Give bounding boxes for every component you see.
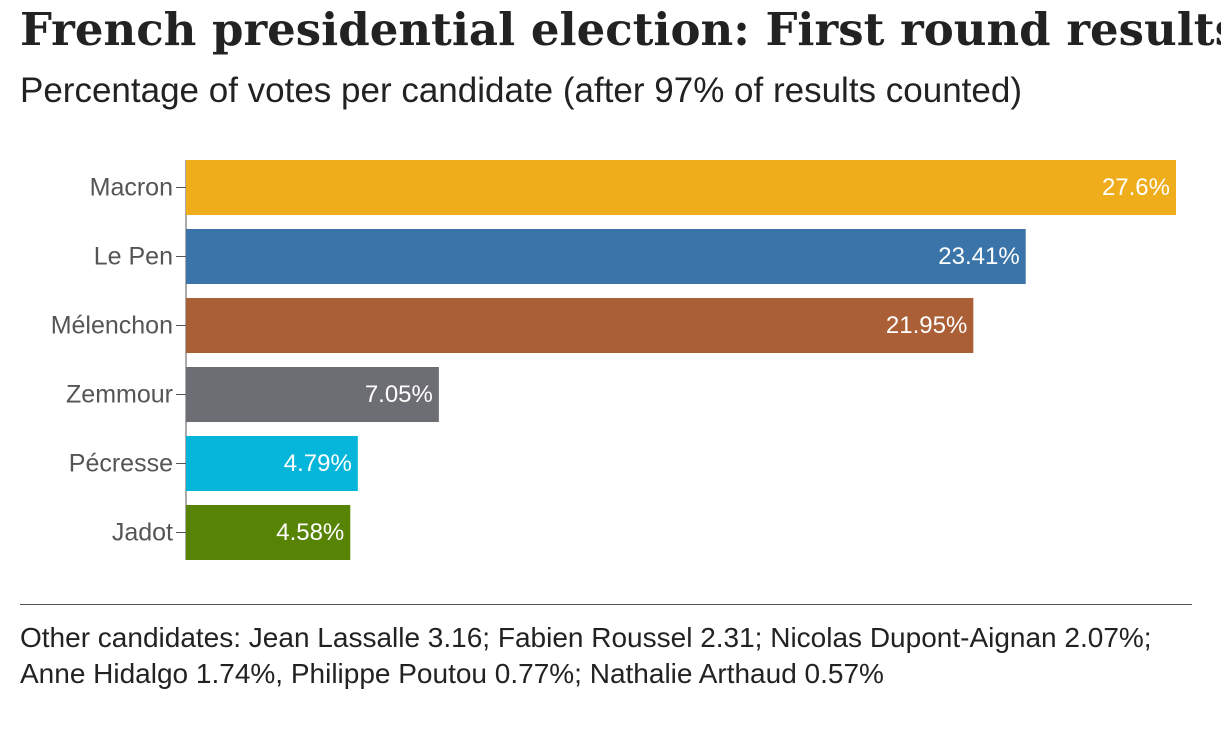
bar-chart: Macron 27.6% Le Pen 23.41% Mélenchon 21.95% Ze… xyxy=(51,160,1176,560)
value-label-zemmour: 7.05% xyxy=(365,381,433,408)
category-label-zemmour: Zemmour xyxy=(66,381,173,409)
value-label-le-pen: 23.41% xyxy=(938,243,1019,270)
chart-title: French presidential election: First roun… xyxy=(20,3,1221,56)
category-label-le-pen: Le Pen xyxy=(94,243,173,271)
category-label-jadot: Jadot xyxy=(112,519,173,547)
bar-melenchon xyxy=(186,298,974,353)
value-label-melenchon: 21.95% xyxy=(886,312,967,339)
footnote-other-candidates: Other candidates: Jean Lassalle 3.16; Fa… xyxy=(20,622,1152,689)
bar-pecresse xyxy=(186,436,358,491)
category-label-melenchon: Mélenchon xyxy=(51,312,173,340)
footnote-divider xyxy=(20,604,1192,605)
value-label-macron: 27.6% xyxy=(1102,174,1170,201)
bar-macron xyxy=(186,160,1176,215)
category-label-macron: Macron xyxy=(90,174,173,202)
bar-le-pen xyxy=(186,229,1026,284)
category-label-pecresse: Pécresse xyxy=(69,450,173,478)
value-label-jadot: 4.58% xyxy=(276,519,344,546)
chart-subtitle: Percentage of votes per candidate (after… xyxy=(20,71,1022,110)
bar-jadot xyxy=(186,505,351,560)
value-label-pecresse: 4.79% xyxy=(284,450,352,477)
bar-zemmour xyxy=(186,367,439,422)
